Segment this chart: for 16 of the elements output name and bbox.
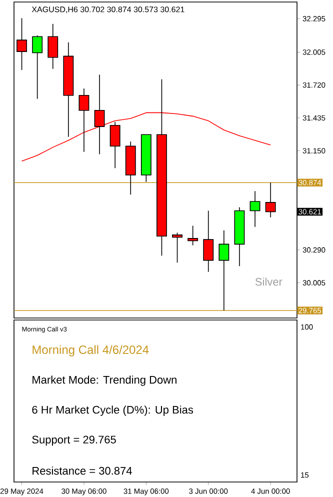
candlestick [265, 182, 276, 218]
text: Resistance = 30.874 [32, 466, 132, 475]
text: Market Mode: Trending Down [32, 376, 176, 386]
candlestick [218, 230, 230, 311]
text: Support = 29.765 [32, 436, 116, 446]
candlestick [203, 210, 214, 272]
candlestick [48, 24, 58, 70]
annotation: Silver [255, 278, 282, 286]
candlestick [125, 141, 136, 195]
text: Morning Call 4/6/2024 [32, 345, 149, 356]
candlestick [63, 42, 74, 138]
candlestick [234, 206, 245, 266]
candlestick [16, 18, 27, 70]
candlestick [250, 190, 260, 228]
chart-title: XAGUSD,H6 30.702 30.874 30.573 30.621 [32, 6, 184, 14]
text: 6 Hr Market Cycle (D%): Up Bias [32, 406, 194, 416]
